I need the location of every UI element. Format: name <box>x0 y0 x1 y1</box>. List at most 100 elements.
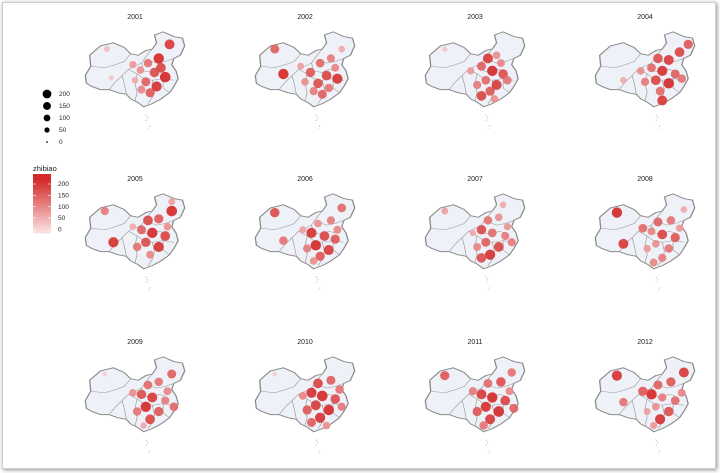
province-point <box>678 367 689 378</box>
province-point <box>499 201 507 209</box>
province-point <box>638 223 648 233</box>
province-border <box>311 63 336 73</box>
province-point <box>153 241 164 253</box>
province-point <box>305 67 316 78</box>
province-border <box>332 403 340 418</box>
province-point <box>153 53 164 64</box>
province-point <box>651 402 660 411</box>
province-border <box>147 383 175 389</box>
province-point <box>108 75 114 81</box>
province-point <box>303 244 312 253</box>
country-outline <box>424 31 526 108</box>
province-border <box>672 240 680 255</box>
province-point <box>620 76 627 84</box>
size-legend-label: 150 <box>59 103 70 110</box>
province-point <box>485 414 496 425</box>
province-border <box>121 237 127 257</box>
province-point <box>472 406 482 417</box>
province-point <box>670 396 680 405</box>
province-point <box>326 216 336 225</box>
province-border <box>162 240 170 255</box>
province-point <box>299 226 307 234</box>
colorbar-segment <box>33 179 51 183</box>
colorbar-segment <box>33 221 51 224</box>
province-border <box>317 383 345 389</box>
province-point <box>151 81 162 92</box>
province-border <box>134 48 153 67</box>
map-panel-2006: 2006 <box>254 176 356 291</box>
province-point <box>143 58 153 68</box>
colorbar-segment <box>33 197 51 201</box>
province-point <box>476 225 487 235</box>
colorbar-segment <box>33 205 51 208</box>
size-legend-label: 50 <box>59 127 67 134</box>
province-point <box>683 39 693 49</box>
south-sea-islands <box>145 276 151 291</box>
province-point <box>479 421 488 430</box>
colorbar-segment <box>33 219 51 222</box>
map-panel-2009: 2009 <box>84 339 186 454</box>
province-border <box>461 75 467 95</box>
province-point <box>321 70 332 81</box>
province-border <box>461 237 467 257</box>
province-point <box>646 389 657 400</box>
map-panel-2001: 2001 <box>84 14 186 129</box>
size-legend-label: 200 <box>59 91 70 98</box>
province-point <box>137 85 146 94</box>
province-point <box>317 89 327 99</box>
size-legend-label: 0 <box>59 139 63 146</box>
province-point <box>141 237 151 247</box>
map-panel-2003: 2003 <box>424 14 526 129</box>
province-point <box>333 225 342 234</box>
panel-title: 2010 <box>297 339 313 346</box>
panel-title: 2002 <box>297 14 313 21</box>
province-point <box>108 237 119 248</box>
map-panel-2007: 2007 <box>424 176 526 291</box>
colorbar-segment <box>33 217 51 220</box>
province-border <box>121 400 127 420</box>
province-point <box>102 371 108 377</box>
province-border <box>631 400 637 420</box>
province-border <box>121 75 127 95</box>
province-border <box>631 75 637 95</box>
panel-title: 2007 <box>467 176 483 183</box>
province-point <box>140 422 147 429</box>
province-point <box>166 205 178 217</box>
province-point <box>154 214 164 224</box>
province-point <box>485 249 496 260</box>
province-point <box>492 51 501 60</box>
province-point <box>332 73 343 84</box>
province-border <box>600 378 641 394</box>
china-map <box>594 193 696 291</box>
province-point <box>647 227 656 236</box>
size-legend-dot <box>43 114 51 122</box>
province-point <box>675 224 684 232</box>
province-point <box>658 253 667 262</box>
south-sea-islands <box>145 439 151 454</box>
small-multiples-map: 200 150 100 50 0 zhibiao 200 150 100 50 0 2001 2002… <box>33 14 696 454</box>
province-point <box>136 225 146 235</box>
province-border <box>291 75 297 95</box>
colorbar-segment <box>33 201 51 204</box>
province-point <box>141 77 151 87</box>
province-point <box>306 227 317 238</box>
size-legend-dot <box>43 102 51 110</box>
province-point <box>640 77 650 86</box>
colorbar-label: 150 <box>58 193 69 200</box>
province-point <box>618 238 629 249</box>
colorbar-segment <box>33 195 51 199</box>
province-point <box>323 245 334 256</box>
province-point <box>481 237 491 247</box>
province-point <box>657 229 668 240</box>
province-point <box>154 377 164 387</box>
province-point <box>129 60 137 69</box>
province-point <box>330 234 340 244</box>
colorbar-segment <box>33 223 51 226</box>
colorbar-segment <box>33 177 51 181</box>
province-point <box>324 83 334 93</box>
province-border <box>430 378 471 394</box>
colorbar-label: 200 <box>58 181 69 188</box>
map-panel-2005: 2005 <box>84 176 186 291</box>
colorbar-segment <box>33 181 51 185</box>
province-border <box>90 378 131 394</box>
